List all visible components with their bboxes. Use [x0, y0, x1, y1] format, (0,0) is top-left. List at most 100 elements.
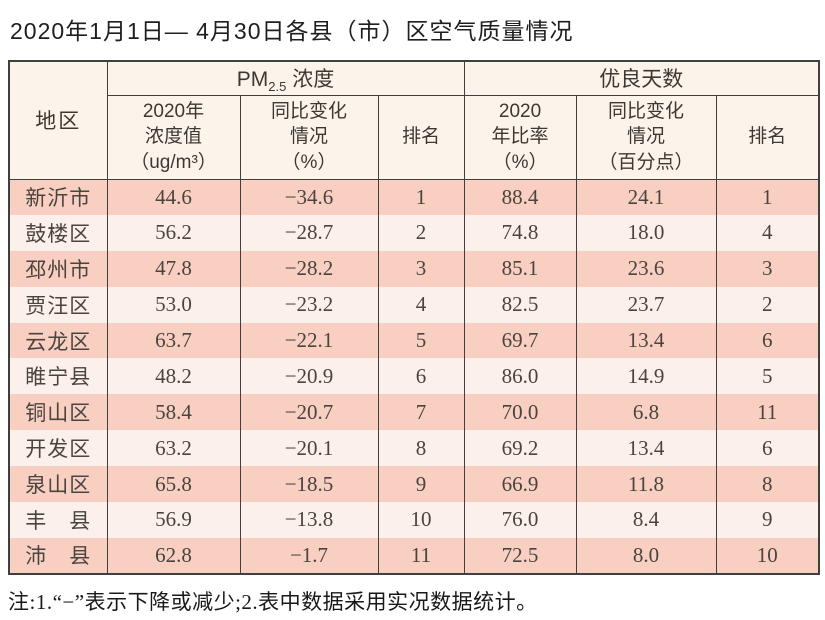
table-header: 地区 PM2.5 浓度 优良天数 2020年 浓度值 （ug/m³） 同比变化 … [8, 61, 820, 180]
pm25-2020-value-cell: 44.6 [106, 179, 241, 215]
region-cell: 贾汪区 [8, 286, 108, 323]
group-header-row: 地区 PM2.5 浓度 优良天数 [8, 61, 820, 180]
table-row: 贾汪区 53.0 −23.2 4 82.5 23.7 2 [8, 286, 820, 323]
good-days-ratio-cell: 69.7 [463, 322, 577, 359]
pm25-yoy-change-cell: −28.2 [239, 250, 379, 287]
good-days-yoy-change-cell: 11.8 [575, 466, 717, 503]
good-days-rank-cell: 10 [715, 537, 820, 574]
table-row: 新沂市 44.6 −34.6 1 88.4 24.1 1 [8, 179, 820, 215]
good-days-rank-cell: 9 [715, 502, 820, 538]
good-days-rank-cell: 1 [715, 179, 820, 215]
table-row: 云龙区 63.7 −22.1 5 69.7 13.4 6 [8, 322, 820, 359]
pm25-yoy-change-cell: −20.1 [239, 430, 379, 467]
table-row: 开发区 63.2 −20.1 8 69.2 13.4 6 [8, 430, 820, 467]
col-header-pm25-rank: 排名 [377, 95, 465, 180]
pm25-2020-value-cell: 47.8 [106, 250, 241, 287]
table-row: 鼓楼区 56.2 −28.7 2 74.8 18.0 4 [8, 214, 820, 251]
col-header-good-days-yoy-change: 同比变化 情况 （百分点） [575, 95, 717, 180]
pm25-label-suffix: 浓度 [286, 68, 335, 92]
good-days-rank-cell: 4 [715, 214, 820, 251]
pm25-yoy-change-cell: −22.1 [239, 322, 379, 359]
table-row: 沛 县 62.8 −1.7 11 72.5 8.0 10 [8, 537, 820, 574]
good-days-ratio-cell: 86.0 [463, 358, 577, 395]
pm25-2020-value-cell: 58.4 [106, 394, 241, 431]
region-cell: 云龙区 [8, 322, 108, 359]
pm25-rank-cell: 10 [377, 502, 465, 538]
col-header-good-days-ratio: 2020 年比率 （%） [463, 95, 577, 180]
region-cell: 鼓楼区 [8, 214, 108, 251]
good-days-yoy-change-cell: 6.8 [575, 394, 717, 431]
good-days-ratio-cell: 82.5 [463, 286, 577, 323]
good-days-rank-cell: 8 [715, 466, 820, 503]
good-days-yoy-change-cell: 8.4 [575, 502, 717, 538]
table-row: 睢宁县 48.2 −20.9 6 86.0 14.9 5 [8, 358, 820, 395]
good-days-ratio-cell: 72.5 [463, 537, 577, 574]
good-days-rank-cell: 6 [715, 322, 820, 359]
group-header-pm25: PM2.5 浓度 [106, 61, 465, 96]
pm25-rank-cell: 5 [377, 322, 465, 359]
pm25-2020-value-cell: 63.2 [106, 430, 241, 467]
pm25-rank-cell: 9 [377, 466, 465, 503]
good-days-rank-cell: 11 [715, 394, 820, 431]
pm25-label-subscript: 2.5 [268, 79, 287, 95]
good-days-yoy-change-cell: 13.4 [575, 322, 717, 359]
pm25-yoy-change-cell: −28.7 [239, 214, 379, 251]
pm25-yoy-change-cell: −23.2 [239, 286, 379, 323]
col-header-pm25-yoy-change: 同比变化 情况 （%） [239, 95, 379, 180]
pm25-rank-cell: 11 [377, 537, 465, 574]
footnote: 注:1.“−”表示下降或减少;2.表中数据采用实况数据统计。 [8, 590, 538, 614]
table-row: 丰 县 56.9 −13.8 10 76.0 8.4 9 [8, 502, 820, 538]
region-cell: 邳州市 [8, 250, 108, 287]
pm25-2020-value-cell: 53.0 [106, 286, 241, 323]
pm25-yoy-change-cell: −20.7 [239, 394, 379, 431]
good-days-ratio-cell: 85.1 [463, 250, 577, 287]
table-row: 铜山区 58.4 −20.7 7 70.0 6.8 11 [8, 394, 820, 431]
region-cell: 丰 县 [8, 502, 108, 538]
col-header-region: 地区 [8, 61, 108, 180]
pm25-yoy-change-cell: −18.5 [239, 466, 379, 503]
pm25-rank-cell: 7 [377, 394, 465, 431]
good-days-yoy-change-cell: 23.6 [575, 250, 717, 287]
good-days-ratio-cell: 74.8 [463, 214, 577, 251]
region-cell: 泉山区 [8, 466, 108, 503]
good-days-yoy-change-cell: 23.7 [575, 286, 717, 323]
good-days-ratio-cell: 88.4 [463, 179, 577, 215]
region-cell: 开发区 [8, 430, 108, 467]
pm25-rank-cell: 1 [377, 179, 465, 215]
pm25-2020-value-cell: 56.2 [106, 214, 241, 251]
good-days-ratio-cell: 70.0 [463, 394, 577, 431]
pm25-yoy-change-cell: −34.6 [239, 179, 379, 215]
pm25-yoy-change-cell: −1.7 [239, 537, 379, 574]
good-days-rank-cell: 2 [715, 286, 820, 323]
col-header-pm25-2020-value: 2020年 浓度值 （ug/m³） [106, 95, 241, 180]
pm25-2020-value-cell: 48.2 [106, 358, 241, 395]
pm25-yoy-change-cell: −20.9 [239, 358, 379, 395]
page-title: 2020年1月1日— 4月30日各县（市）区空气质量情况 [10, 18, 574, 44]
good-days-yoy-change-cell: 14.9 [575, 358, 717, 395]
pm25-2020-value-cell: 63.7 [106, 322, 241, 359]
good-days-yoy-change-cell: 18.0 [575, 214, 717, 251]
good-days-ratio-cell: 76.0 [463, 502, 577, 538]
good-days-rank-cell: 6 [715, 430, 820, 467]
pm25-rank-cell: 8 [377, 430, 465, 467]
pm25-rank-cell: 6 [377, 358, 465, 395]
pm25-2020-value-cell: 56.9 [106, 502, 241, 538]
group-header-good-days: 优良天数 [463, 61, 820, 96]
pm25-label-prefix: PM [236, 68, 269, 92]
sub-header-row: 2020年 浓度值 （ug/m³） 同比变化 情况 （%） 排名 2020 年比… [9, 95, 820, 180]
region-cell: 铜山区 [8, 394, 108, 431]
table-row: 泉山区 65.8 −18.5 9 66.9 11.8 8 [8, 466, 820, 503]
pm25-rank-cell: 3 [377, 250, 465, 287]
air-quality-table: 地区 PM2.5 浓度 优良天数 2020年 浓度值 （ug/m³） 同比变化 … [8, 60, 821, 575]
good-days-yoy-change-cell: 8.0 [575, 537, 717, 574]
region-cell: 沛 县 [8, 537, 108, 574]
pm25-2020-value-cell: 62.8 [106, 537, 241, 574]
good-days-rank-cell: 3 [715, 250, 820, 287]
pm25-2020-value-cell: 65.8 [106, 466, 241, 503]
table-body: 新沂市 44.6 −34.6 1 88.4 24.1 1 鼓楼区 56.2 −2… [8, 179, 820, 574]
good-days-rank-cell: 5 [715, 358, 820, 395]
col-header-good-days-rank: 排名 [715, 95, 820, 180]
good-days-yoy-change-cell: 24.1 [575, 179, 717, 215]
good-days-ratio-cell: 69.2 [463, 430, 577, 467]
